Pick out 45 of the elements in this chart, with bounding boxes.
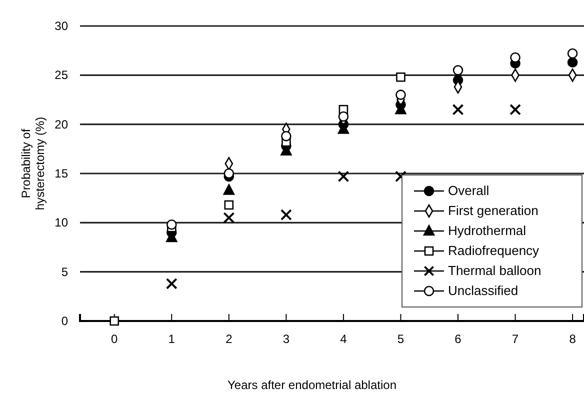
y-tick-label: 30 — [54, 19, 68, 33]
x-tick-label: 2 — [226, 332, 233, 346]
point — [452, 104, 464, 116]
x-tick-label: 6 — [454, 332, 462, 346]
point — [395, 103, 406, 114]
point — [452, 65, 464, 76]
x-tick-label: 0 — [111, 332, 118, 346]
legend-label: First generation — [448, 203, 538, 218]
point — [223, 184, 235, 195]
point — [166, 219, 177, 230]
point — [338, 123, 350, 134]
x-tick-label: 8 — [569, 332, 576, 346]
point — [281, 130, 292, 142]
x-axis-title: Years after endometrial ablation — [228, 378, 396, 392]
legend-label: Radiofrequency — [448, 243, 540, 258]
point — [224, 200, 234, 210]
y-tick-label: 25 — [54, 68, 68, 82]
legend-label: Hydrothermal — [448, 223, 526, 238]
point — [396, 72, 406, 82]
y-tick-label: 10 — [54, 216, 68, 230]
point — [567, 48, 578, 59]
legend-label: Overall — [448, 183, 490, 198]
y-tick-label: 15 — [54, 166, 68, 180]
x-tick-label: 1 — [168, 332, 176, 346]
point — [338, 170, 350, 182]
x-tick-label: 3 — [282, 332, 290, 346]
x-tick-label: 4 — [340, 332, 348, 346]
point — [567, 57, 578, 68]
y-tick-label: 20 — [54, 117, 68, 132]
y-axis-title: Probability of hysterectomy (%) — [19, 116, 47, 210]
y-tick-label: 0 — [61, 314, 68, 328]
x-tick-label: 5 — [397, 332, 404, 346]
point — [396, 90, 406, 100]
x-tick-label: 7 — [512, 332, 519, 346]
point — [280, 209, 292, 221]
point — [224, 168, 234, 179]
point — [110, 316, 120, 326]
point — [338, 111, 349, 122]
point — [166, 278, 178, 290]
point — [510, 52, 520, 63]
legend-label: Unclassified — [448, 283, 518, 298]
legend-label: Thermal balloon — [448, 263, 542, 278]
y-tick-label: 5 — [61, 264, 68, 279]
point — [510, 104, 521, 116]
point — [223, 212, 235, 224]
